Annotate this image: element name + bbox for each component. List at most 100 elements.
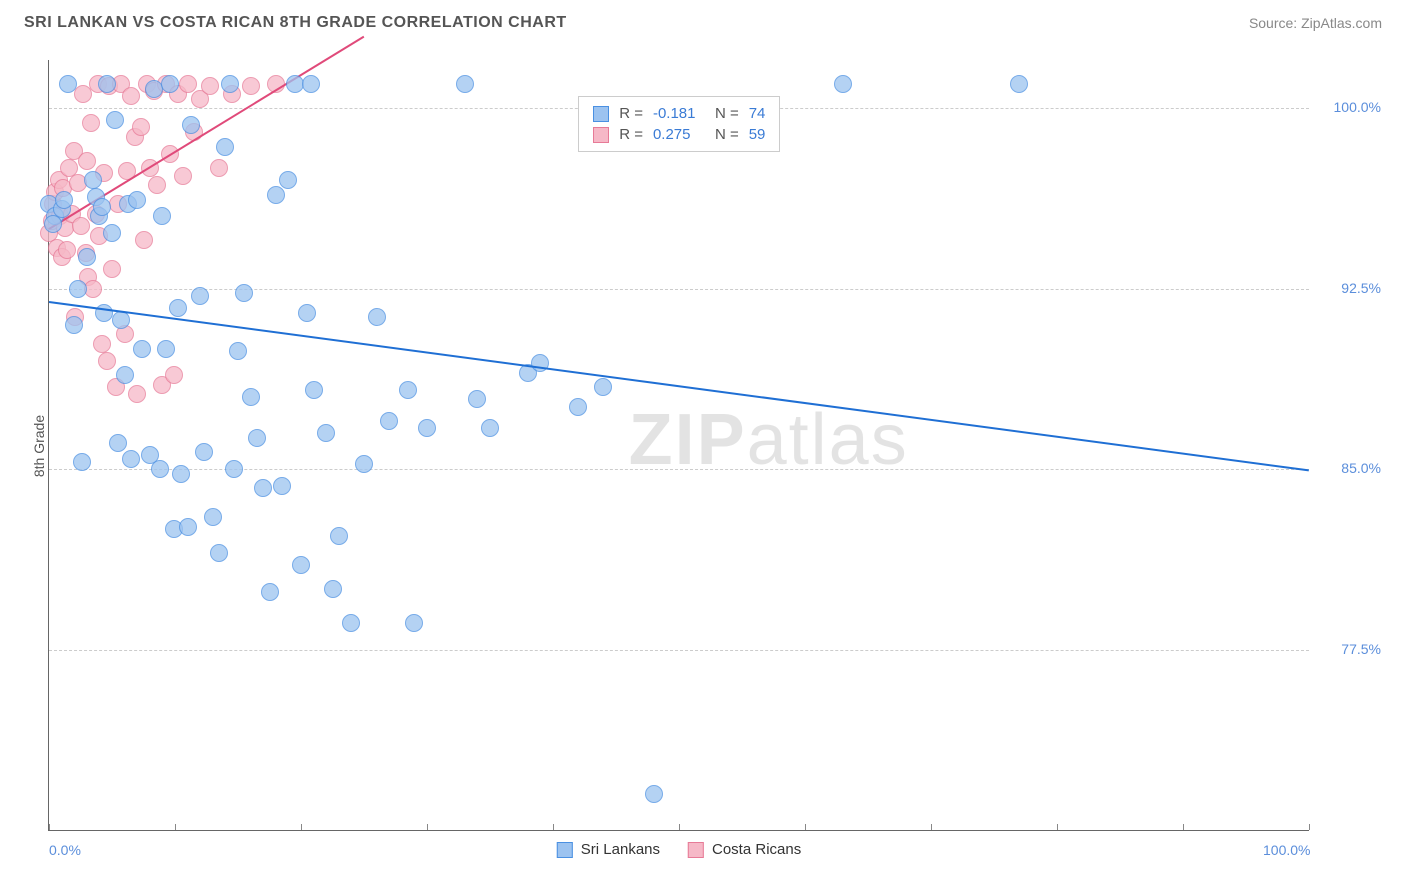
data-point-blue bbox=[355, 455, 373, 473]
data-point-blue bbox=[210, 544, 228, 562]
x-tick bbox=[553, 824, 554, 830]
data-point-blue bbox=[286, 75, 304, 93]
data-point-blue bbox=[69, 280, 87, 298]
data-point-blue bbox=[122, 450, 140, 468]
data-point-blue bbox=[302, 75, 320, 93]
data-point-blue bbox=[93, 198, 111, 216]
data-point-blue bbox=[128, 191, 146, 209]
data-point-pink bbox=[242, 77, 260, 95]
x-tick bbox=[49, 824, 50, 830]
data-point-blue bbox=[172, 465, 190, 483]
data-point-blue bbox=[73, 453, 91, 471]
data-point-blue bbox=[133, 340, 151, 358]
series-legend: Sri LankansCosta Ricans bbox=[557, 841, 801, 858]
data-point-blue bbox=[273, 477, 291, 495]
data-point-blue bbox=[569, 398, 587, 416]
data-point-blue bbox=[216, 138, 234, 156]
x-tick bbox=[427, 824, 428, 830]
data-point-blue bbox=[405, 614, 423, 632]
data-point-blue bbox=[330, 527, 348, 545]
data-point-blue bbox=[65, 316, 83, 334]
data-point-blue bbox=[229, 342, 247, 360]
data-point-blue bbox=[145, 80, 163, 98]
n-label: N = bbox=[715, 126, 739, 143]
data-point-pink bbox=[98, 352, 116, 370]
legend-swatch bbox=[593, 106, 609, 122]
x-tick bbox=[1057, 824, 1058, 830]
x-tick bbox=[805, 824, 806, 830]
x-tick bbox=[679, 824, 680, 830]
trendline-blue bbox=[49, 301, 1309, 471]
data-point-blue bbox=[235, 284, 253, 302]
data-point-blue bbox=[298, 304, 316, 322]
r-label: R = bbox=[619, 126, 643, 143]
data-point-pink bbox=[78, 152, 96, 170]
x-tick bbox=[301, 824, 302, 830]
legend-swatch bbox=[688, 842, 704, 858]
series-label: Sri Lankans bbox=[581, 841, 660, 858]
scatter-plot: ZIPatlas 77.5%85.0%92.5%100.0%0.0%100.0%… bbox=[48, 60, 1309, 831]
data-point-blue bbox=[157, 340, 175, 358]
data-point-blue bbox=[169, 299, 187, 317]
data-point-blue bbox=[834, 75, 852, 93]
data-point-blue bbox=[153, 207, 171, 225]
data-point-blue bbox=[1010, 75, 1028, 93]
x-tick-label: 100.0% bbox=[1263, 842, 1310, 858]
data-point-pink bbox=[103, 260, 121, 278]
data-point-blue bbox=[98, 75, 116, 93]
data-point-blue bbox=[305, 381, 323, 399]
data-point-pink bbox=[148, 176, 166, 194]
chart-title: SRI LANKAN VS COSTA RICAN 8TH GRADE CORR… bbox=[24, 14, 567, 32]
data-point-blue bbox=[106, 111, 124, 129]
data-point-blue bbox=[399, 381, 417, 399]
r-label: R = bbox=[619, 105, 643, 122]
data-point-blue bbox=[204, 508, 222, 526]
data-point-blue bbox=[161, 75, 179, 93]
data-point-blue bbox=[84, 171, 102, 189]
data-point-blue bbox=[261, 583, 279, 601]
data-point-pink bbox=[72, 217, 90, 235]
x-tick bbox=[931, 824, 932, 830]
data-point-blue bbox=[418, 419, 436, 437]
data-point-pink bbox=[82, 114, 100, 132]
data-point-blue bbox=[317, 424, 335, 442]
data-point-blue bbox=[103, 224, 121, 242]
y-tick-label: 100.0% bbox=[1334, 99, 1381, 115]
data-point-blue bbox=[59, 75, 77, 93]
data-point-blue bbox=[481, 419, 499, 437]
data-point-blue bbox=[248, 429, 266, 447]
data-point-blue bbox=[254, 479, 272, 497]
n-value: 59 bbox=[749, 126, 766, 143]
data-point-blue bbox=[267, 186, 285, 204]
data-point-blue bbox=[179, 518, 197, 536]
data-point-pink bbox=[122, 87, 140, 105]
y-tick-label: 77.5% bbox=[1341, 641, 1381, 657]
stats-legend: R =-0.181N =74R =0.275N =59 bbox=[578, 96, 780, 152]
data-point-pink bbox=[201, 77, 219, 95]
data-point-blue bbox=[195, 443, 213, 461]
data-point-blue bbox=[594, 378, 612, 396]
data-point-blue bbox=[44, 215, 62, 233]
data-point-blue bbox=[55, 191, 73, 209]
data-point-pink bbox=[132, 118, 150, 136]
n-label: N = bbox=[715, 105, 739, 122]
data-point-pink bbox=[210, 159, 228, 177]
x-tick bbox=[1309, 824, 1310, 830]
data-point-blue bbox=[645, 785, 663, 803]
y-axis-label: 8th Grade bbox=[31, 415, 47, 477]
data-point-blue bbox=[109, 434, 127, 452]
data-point-blue bbox=[342, 614, 360, 632]
data-point-blue bbox=[468, 390, 486, 408]
data-point-blue bbox=[242, 388, 260, 406]
data-point-blue bbox=[95, 304, 113, 322]
data-point-pink bbox=[128, 385, 146, 403]
data-point-blue bbox=[116, 366, 134, 384]
r-value: -0.181 bbox=[653, 105, 705, 122]
data-point-pink bbox=[58, 241, 76, 259]
data-point-blue bbox=[456, 75, 474, 93]
y-tick-label: 85.0% bbox=[1341, 460, 1381, 476]
legend-swatch bbox=[557, 842, 573, 858]
data-point-blue bbox=[151, 460, 169, 478]
data-point-pink bbox=[165, 366, 183, 384]
x-tick-label: 0.0% bbox=[49, 842, 81, 858]
